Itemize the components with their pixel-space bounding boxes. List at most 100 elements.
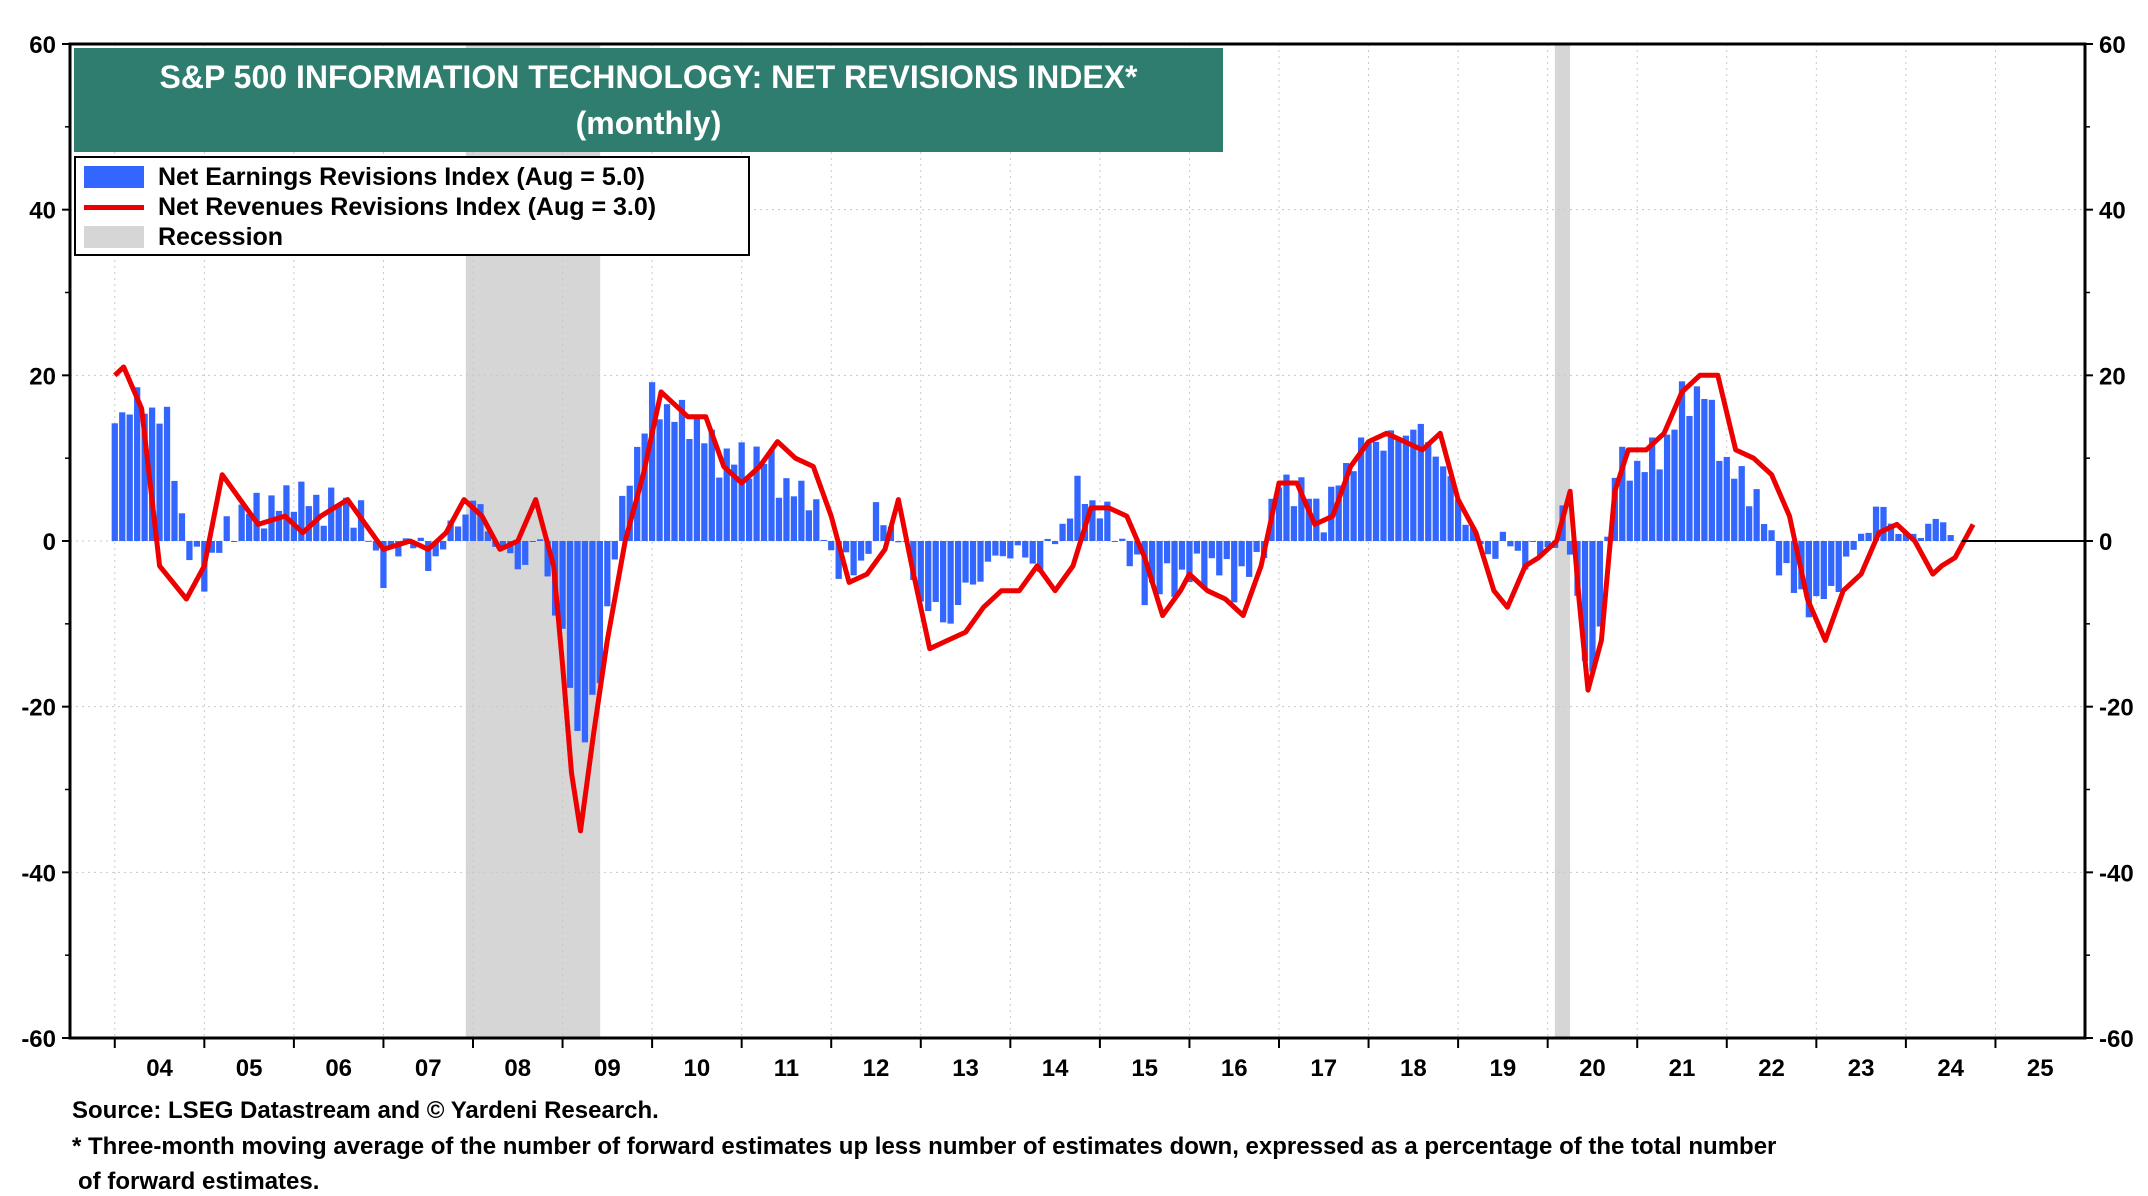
earnings-bar bbox=[1044, 538, 1051, 541]
earnings-bar bbox=[798, 480, 805, 541]
earnings-bar bbox=[119, 412, 126, 541]
earnings-bar bbox=[537, 539, 544, 541]
earnings-bar bbox=[432, 541, 439, 557]
earnings-bar bbox=[1066, 518, 1074, 541]
earnings-bar bbox=[1604, 536, 1611, 541]
earnings-bar bbox=[1372, 441, 1380, 541]
earnings-bar bbox=[1171, 541, 1178, 597]
earnings-bar bbox=[1738, 466, 1745, 541]
y-tick-label-left: -60 bbox=[21, 1026, 56, 1053]
line-swatch-icon bbox=[84, 204, 144, 210]
earnings-bar bbox=[1828, 541, 1835, 586]
earnings-bar bbox=[1037, 541, 1044, 572]
earnings-bar bbox=[1887, 523, 1895, 541]
earnings-bar bbox=[1880, 506, 1887, 541]
x-tick-label: 19 bbox=[1490, 1055, 1517, 1082]
x-tick-label: 13 bbox=[952, 1055, 979, 1082]
earnings-bar bbox=[1305, 498, 1312, 541]
earnings-bar bbox=[1783, 541, 1790, 564]
earnings-bar bbox=[1238, 541, 1245, 567]
earnings-bar bbox=[775, 497, 783, 541]
earnings-bar bbox=[1029, 541, 1036, 564]
earnings-bar bbox=[1507, 541, 1514, 547]
earnings-bar bbox=[932, 541, 939, 602]
earnings-bars bbox=[111, 381, 1954, 743]
earnings-bar bbox=[320, 525, 327, 541]
y-tick-label-left: -40 bbox=[21, 860, 56, 887]
y-tick-label-left: 0 bbox=[43, 529, 56, 556]
earnings-bar bbox=[977, 541, 984, 582]
earnings-bar bbox=[380, 541, 387, 589]
x-tick-label: 06 bbox=[325, 1055, 352, 1082]
earnings-bar bbox=[857, 541, 865, 561]
earnings-bar bbox=[335, 505, 342, 541]
earnings-bar bbox=[1380, 450, 1387, 541]
x-tick-label: 22 bbox=[1758, 1055, 1785, 1082]
earnings-bar bbox=[1350, 471, 1357, 541]
chart-title: S&P 500 INFORMATION TECHNOLOGY: NET REVI… bbox=[159, 59, 1138, 95]
earnings-bar bbox=[1178, 541, 1186, 570]
earnings-bar bbox=[589, 541, 596, 695]
earnings-bar bbox=[1790, 541, 1798, 593]
earnings-bar bbox=[1723, 456, 1730, 541]
recession-swatch-icon bbox=[84, 226, 144, 248]
earnings-bar bbox=[1402, 435, 1410, 541]
earnings-bar bbox=[1059, 523, 1066, 541]
x-tick-label: 10 bbox=[684, 1055, 711, 1082]
legend-label-revenues: Net Revenues Revisions Index (Aug = 3.0) bbox=[158, 192, 657, 221]
y-tick-label-left: 20 bbox=[29, 363, 56, 390]
legend: Net Earnings Revisions Index (Aug = 5.0)… bbox=[74, 156, 750, 256]
earnings-bar bbox=[835, 541, 842, 579]
earnings-bar bbox=[1678, 381, 1686, 541]
earnings-bar bbox=[1843, 541, 1850, 557]
y-tick-label-right: 20 bbox=[2099, 363, 2126, 390]
earnings-bar bbox=[328, 487, 335, 541]
earnings-bar bbox=[1514, 541, 1521, 551]
source-note: Source: LSEG Datastream and © Yardeni Re… bbox=[72, 1097, 659, 1124]
chart-title-box: S&P 500 INFORMATION TECHNOLOGY: NET REVI… bbox=[74, 48, 1223, 152]
earnings-bar bbox=[678, 399, 686, 541]
x-tick-label: 21 bbox=[1669, 1055, 1696, 1082]
earnings-bar bbox=[619, 495, 626, 541]
earnings-bar bbox=[731, 464, 738, 541]
earnings-bar bbox=[1708, 399, 1715, 541]
earnings-bar bbox=[1119, 538, 1126, 541]
earnings-bar bbox=[1216, 541, 1223, 576]
earnings-bar bbox=[171, 480, 178, 541]
legend-item-earnings: Net Earnings Revisions Index (Aug = 5.0) bbox=[76, 162, 748, 192]
x-tick-label: 11 bbox=[774, 1055, 799, 1082]
earnings-bar bbox=[514, 541, 521, 570]
earnings-bar bbox=[1581, 541, 1589, 661]
earnings-bar bbox=[1089, 500, 1096, 541]
earnings-bar bbox=[1395, 439, 1402, 541]
earnings-bar bbox=[1895, 533, 1902, 541]
earnings-bar bbox=[1357, 437, 1365, 541]
earnings-bar bbox=[805, 510, 812, 541]
earnings-bar bbox=[1932, 518, 1939, 541]
earnings-bar bbox=[992, 541, 999, 556]
earnings-bar bbox=[1163, 541, 1171, 564]
earnings-bar bbox=[208, 541, 215, 553]
earnings-bar bbox=[447, 520, 454, 541]
earnings-bar bbox=[1223, 541, 1230, 560]
earnings-bar bbox=[1231, 541, 1238, 603]
y-tick-label-left: 40 bbox=[29, 198, 56, 225]
earnings-bar bbox=[193, 541, 201, 547]
x-tick-label: 25 bbox=[2027, 1055, 2054, 1082]
y-tick-label-right: 40 bbox=[2099, 198, 2126, 225]
earnings-bar bbox=[1417, 423, 1424, 541]
earnings-bar bbox=[1290, 506, 1298, 541]
earnings-bar bbox=[1917, 537, 1924, 541]
earnings-bar bbox=[745, 478, 753, 541]
x-tick-label: 17 bbox=[1310, 1055, 1337, 1082]
earnings-bar bbox=[1134, 541, 1141, 555]
earnings-bar bbox=[1760, 524, 1768, 541]
earnings-bar bbox=[984, 541, 992, 562]
earnings-bar bbox=[529, 541, 536, 542]
earnings-bar bbox=[566, 541, 574, 688]
earnings-bar bbox=[1589, 541, 1596, 672]
earnings-bar bbox=[1343, 463, 1350, 541]
earnings-bar bbox=[686, 439, 693, 541]
earnings-bar bbox=[1656, 469, 1663, 541]
earnings-bar bbox=[1454, 499, 1462, 541]
